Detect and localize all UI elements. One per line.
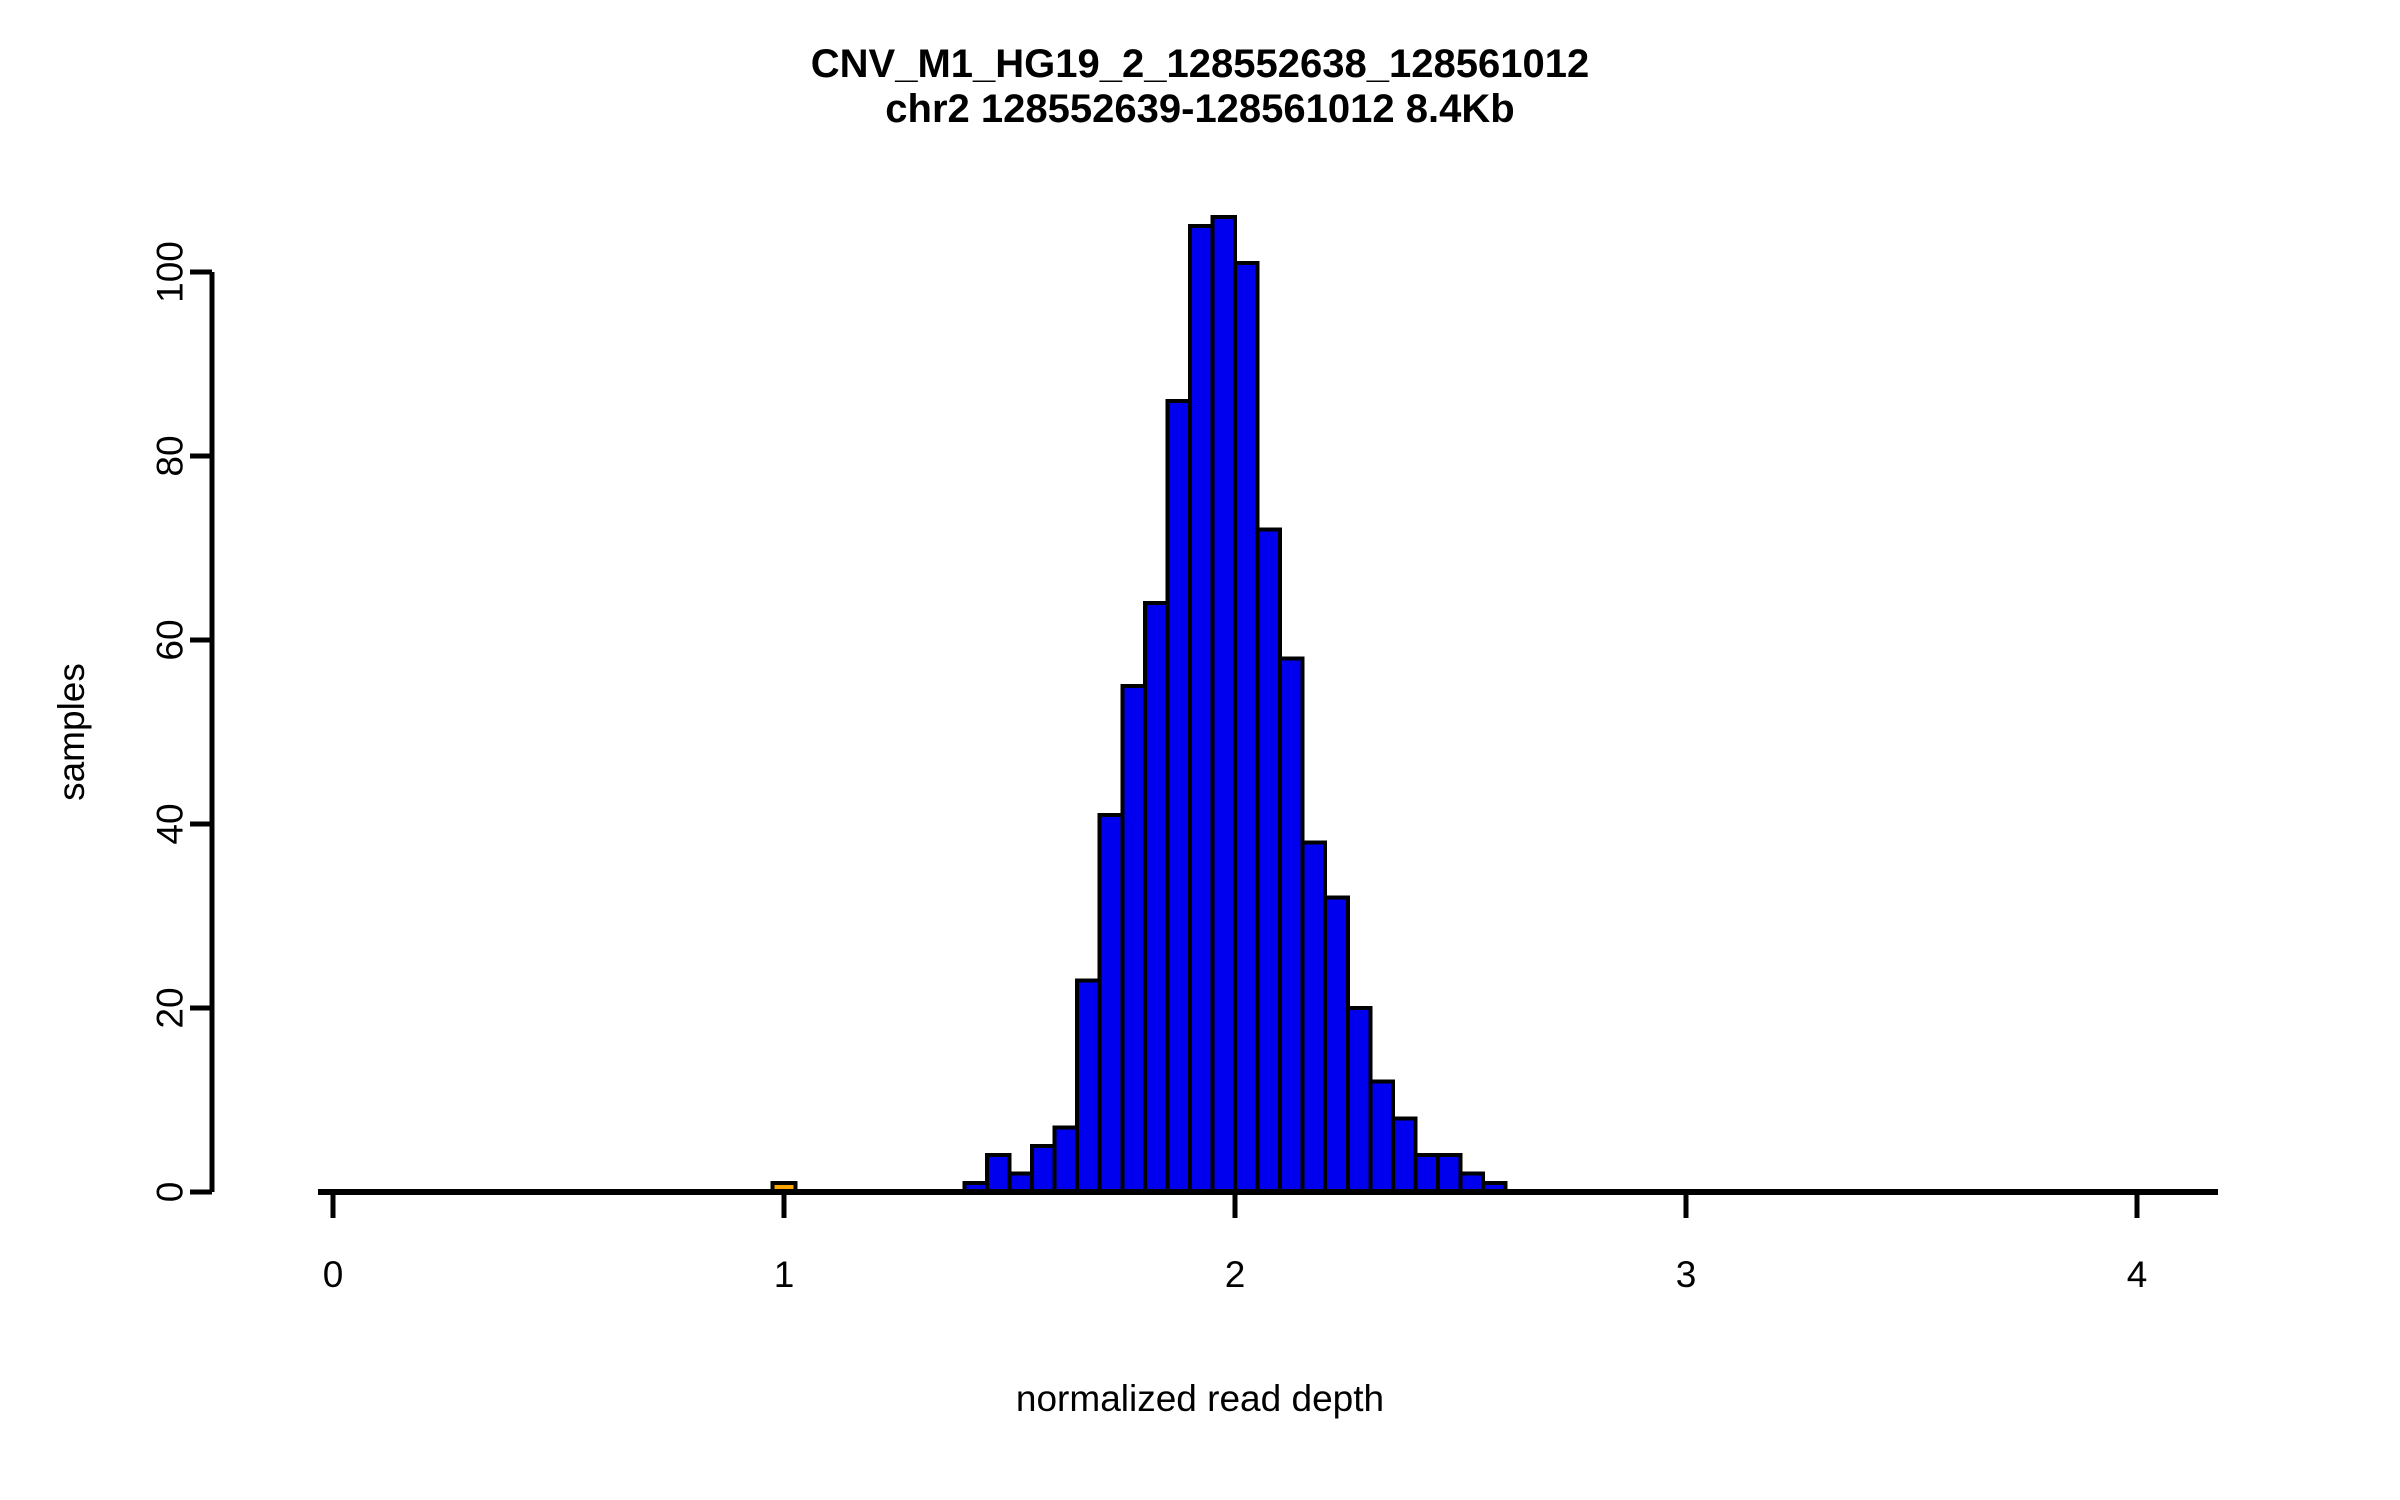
histogram-bar: [1278, 656, 1305, 1194]
y-tick-label: 0: [150, 1182, 191, 1203]
histogram-bar: [1120, 684, 1147, 1194]
histogram-bar: [1345, 1006, 1373, 1194]
histogram-bar: [1255, 527, 1283, 1194]
histogram-bar: [1052, 1125, 1080, 1194]
x-tick-label: 1: [774, 1254, 795, 1295]
y-tick-label: 40: [150, 803, 191, 844]
chart-title: CNV_M1_HG19_2_128552638_128561012 chr2 1…: [0, 42, 2400, 132]
axes: [190, 269, 2218, 1218]
histogram-bar: [1165, 398, 1192, 1194]
histogram-bar: [1030, 1144, 1057, 1194]
histogram-bar: [1368, 1079, 1395, 1194]
histogram-bar: [1187, 224, 1215, 1194]
histogram-bars: [770, 214, 1508, 1195]
chart-title-line-2: chr2 128552639-128561012 8.4Kb: [885, 86, 1515, 131]
y-axis-title-text: samples: [51, 663, 92, 801]
histogram-bar: [1097, 812, 1125, 1194]
y-tick-label: 60: [150, 619, 191, 660]
histogram-bar: [1413, 1153, 1440, 1194]
histogram-bar: [984, 1153, 1012, 1194]
histogram-bar: [1390, 1116, 1418, 1195]
x-tick-label: 4: [2127, 1254, 2148, 1295]
y-tick-label: 100: [150, 241, 191, 303]
histogram-bar: [1142, 601, 1170, 1194]
x-tick-label: 2: [1225, 1254, 1246, 1295]
y-tick-label: 20: [150, 987, 191, 1028]
x-tick-labels: 0 1 2 3 4: [323, 1254, 2148, 1295]
y-tick-labels: 0 20 40 60 80 100: [150, 241, 191, 1202]
y-axis-title: samples: [40, 0, 104, 1500]
histogram-bar: [1210, 214, 1237, 1195]
x-axis-title: normalized read depth: [1015, 1378, 1385, 1419]
x-tick-label: 0: [323, 1254, 344, 1295]
histogram-bar: [1323, 895, 1350, 1194]
histogram-bar: [1300, 840, 1328, 1195]
chart-title-line-1: CNV_M1_HG19_2_128552638_128561012: [810, 42, 1590, 86]
histogram-bar: [1233, 260, 1260, 1194]
x-tick-label: 3: [1676, 1254, 1697, 1295]
y-tick-label: 80: [150, 435, 191, 476]
histogram-bar: [1075, 978, 1102, 1195]
histogram-bar: [1435, 1153, 1463, 1194]
